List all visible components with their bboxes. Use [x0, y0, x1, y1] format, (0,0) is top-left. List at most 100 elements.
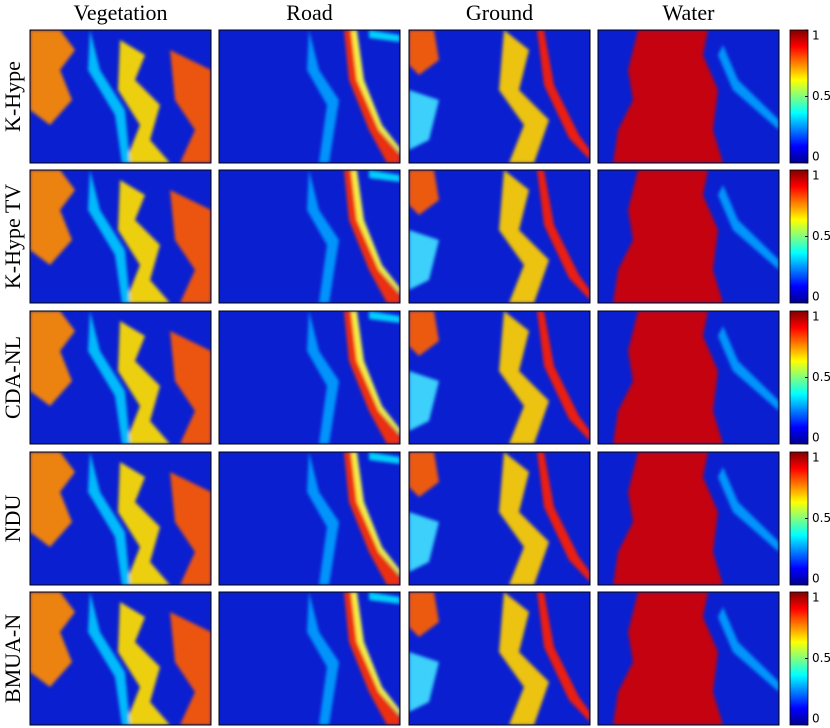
map-region: [344, 311, 400, 444]
map-shapes: [307, 452, 400, 585]
colorbar-tick-label: 0.5: [812, 511, 830, 525]
colorbar-tick-label: 0.5: [812, 89, 830, 103]
map-content: [30, 30, 211, 163]
abundance-map: [597, 29, 780, 164]
map-region: [30, 30, 75, 125]
map-region: [537, 311, 590, 441]
map-region: [170, 612, 211, 725]
map-region: [170, 190, 211, 303]
map-background: [409, 170, 590, 303]
abundance-map: [408, 29, 591, 164]
map-content: [409, 452, 590, 585]
row-label: NDU: [0, 495, 25, 543]
map-region: [307, 311, 339, 444]
map-content: [219, 592, 400, 725]
map-shapes: [613, 30, 779, 163]
map-shapes: [409, 311, 590, 444]
colorbar-tick-label: 0: [812, 150, 820, 164]
map-region: [537, 170, 590, 300]
map-region: [537, 452, 590, 582]
map-region: [369, 452, 400, 464]
colorbar-tick-label: 0.5: [812, 229, 830, 243]
column-header: Road: [286, 0, 332, 25]
map-region: [351, 311, 400, 435]
map-frame: [597, 451, 780, 586]
colorbar-tick-label: 1: [812, 310, 820, 324]
map-frame: [408, 169, 591, 304]
map-frame: [597, 29, 780, 164]
column-header: Vegetation: [73, 0, 167, 25]
map-region: [351, 592, 400, 716]
abundance-map: [29, 591, 212, 726]
map-shapes: [307, 592, 400, 725]
map-region: [537, 30, 590, 160]
map-region: [613, 311, 723, 444]
map-shapes: [307, 170, 400, 303]
map-content: [598, 452, 779, 585]
map-content: [219, 452, 400, 585]
map-content: [219, 311, 400, 444]
column-header: Ground: [466, 0, 533, 25]
abundance-map: [29, 310, 212, 445]
map-frame: [218, 451, 401, 586]
map-region: [718, 185, 779, 270]
map-background: [409, 452, 590, 585]
map-region: [499, 592, 549, 725]
map-shapes: [307, 311, 400, 444]
map-frame: [408, 29, 591, 164]
map-region: [409, 30, 439, 75]
map-content: [598, 311, 779, 444]
map-content: [219, 170, 400, 303]
map-region: [409, 170, 439, 215]
abundance-map: [408, 169, 591, 304]
map-region: [344, 170, 400, 303]
map-frame: [218, 29, 401, 164]
map-region: [613, 170, 723, 303]
map-region: [30, 452, 75, 547]
map-frame: [218, 169, 401, 304]
abundance-map: [29, 169, 212, 304]
map-region: [88, 170, 130, 303]
map-region: [613, 30, 723, 163]
abundance-map: [408, 310, 591, 445]
map-content: [598, 170, 779, 303]
map-region: [118, 462, 170, 585]
row-label: BMUA-N: [0, 614, 25, 703]
map-content: [598, 30, 779, 163]
map-region: [88, 592, 130, 725]
map-shapes: [30, 311, 211, 444]
map-region: [537, 592, 590, 722]
map-region: [409, 592, 439, 637]
map-content: [30, 592, 211, 725]
colorbar-tick-label: 1: [812, 451, 820, 465]
abundance-map: [597, 310, 780, 445]
map-region: [613, 592, 723, 725]
map-region: [718, 45, 779, 130]
map-shapes: [613, 452, 779, 585]
map-region: [118, 40, 170, 163]
colorbar-tick-label: 0: [812, 431, 820, 445]
map-region: [344, 30, 400, 163]
colorbar-tick-label: 0: [812, 572, 820, 586]
colorbar-tick-label: 0: [812, 712, 820, 726]
colorbar-tick-label: 1: [812, 169, 820, 183]
map-region: [118, 602, 170, 725]
map-region: [30, 592, 75, 687]
map-frame: [29, 451, 212, 586]
map-region: [88, 30, 130, 163]
map-region: [351, 452, 400, 576]
map-frame: [408, 451, 591, 586]
map-region: [351, 170, 400, 294]
map-frame: [29, 29, 212, 164]
map-shapes: [409, 452, 590, 585]
map-content: [30, 170, 211, 303]
colorbar-tick-label: 0.5: [812, 651, 830, 665]
map-frame: [408, 310, 591, 445]
row-label: K-Hype: [0, 61, 25, 132]
map-frame: [597, 169, 780, 304]
map-shapes: [409, 30, 590, 163]
abundance-map: [408, 591, 591, 726]
map-content: [409, 592, 590, 725]
map-shapes: [409, 170, 590, 303]
abundance-map: [218, 310, 401, 445]
